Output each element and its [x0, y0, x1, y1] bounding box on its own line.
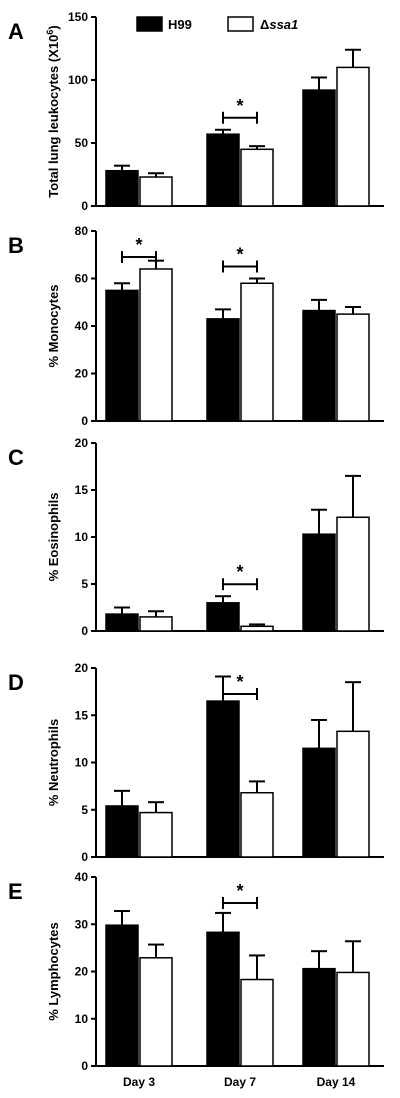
- bar-ssa1: [240, 148, 274, 207]
- panel-label: D: [8, 670, 24, 695]
- y-axis-label: % Neutrophils: [46, 719, 61, 806]
- bar-ssa1: [139, 176, 173, 207]
- x-tick-label: Day 3: [123, 1075, 155, 1089]
- bar-h99: [206, 700, 240, 858]
- bar-ssa1: [240, 791, 274, 858]
- y-tick-label: 20: [75, 367, 89, 381]
- bar-h99: [105, 613, 139, 632]
- significance-star: *: [236, 881, 243, 901]
- y-tick-label: 40: [75, 870, 89, 884]
- y-tick-label: 30: [75, 917, 89, 931]
- x-tick-label: Day 7: [224, 1075, 256, 1089]
- bar-ssa1: [336, 971, 370, 1067]
- bar-h99: [302, 533, 336, 632]
- significance-bracket: *: [222, 245, 258, 273]
- y-tick-label: 0: [81, 199, 88, 213]
- chart-panel-c: C % Eosinophils 0 5 10 15 20 *: [8, 436, 384, 638]
- bar-ssa1: [139, 268, 173, 422]
- bar-ssa1: [139, 957, 173, 1067]
- y-tick-label: 60: [75, 272, 89, 286]
- y-tick-label: 10: [75, 756, 89, 770]
- legend-swatch-h99: [136, 16, 163, 32]
- y-tick-label: 10: [75, 530, 89, 544]
- y-tick-label: 0: [81, 414, 88, 428]
- y-tick-label: 5: [81, 577, 88, 591]
- legend-label-ssa1-delta: Δ: [260, 17, 269, 32]
- bar-ssa1: [139, 616, 173, 632]
- bar-h99: [206, 602, 240, 632]
- significance-star: *: [236, 245, 243, 265]
- bar-h99: [105, 289, 139, 422]
- bar-h99: [105, 805, 139, 858]
- bar-ssa1: [336, 66, 370, 207]
- y-tick-label: 0: [81, 624, 88, 638]
- y-tick-label: 0: [81, 1059, 88, 1073]
- y-tick-label: 15: [75, 483, 89, 497]
- y-tick-label: 15: [75, 708, 89, 722]
- bar-h99: [105, 924, 139, 1067]
- y-tick-label: 20: [75, 661, 89, 675]
- chart-panel-b: B % Monocytes 0 20 40 60 80 * *: [8, 224, 384, 428]
- bar-h99: [105, 169, 139, 207]
- bar-ssa1: [336, 730, 370, 858]
- significance-star: *: [135, 235, 142, 255]
- panel-label: E: [8, 879, 23, 904]
- y-tick-label: 150: [68, 10, 88, 24]
- legend: H99 Δssa1: [136, 16, 298, 32]
- panel-label: A: [8, 19, 24, 44]
- y-tick-label: 50: [75, 136, 89, 150]
- y-tick-label: 100: [68, 73, 88, 87]
- y-axis-label: Total lung leukocytes (X106): [45, 25, 61, 197]
- significance-star: *: [236, 562, 243, 582]
- y-tick-label: 40: [75, 319, 89, 333]
- panel-label: C: [8, 445, 24, 470]
- legend-label-h99: H99: [168, 17, 192, 32]
- bar-ssa1: [240, 282, 274, 422]
- y-tick-label: 5: [81, 803, 88, 817]
- bar-h99: [302, 89, 336, 207]
- y-tick-label: 80: [75, 224, 89, 238]
- y-axis-label: % Eosinophils: [46, 493, 61, 582]
- y-tick-label: 0: [81, 850, 88, 864]
- y-tick-label: 10: [75, 1012, 89, 1026]
- bar-h99: [206, 318, 240, 422]
- significance-bracket: *: [222, 881, 258, 909]
- y-axis-label: % Monocytes: [46, 284, 61, 367]
- y-axis-label: % Lymphocytes: [46, 922, 61, 1021]
- bar-ssa1: [139, 811, 173, 858]
- y-tick-label: 20: [75, 436, 89, 450]
- bar-ssa1: [336, 313, 370, 422]
- bar-h99: [302, 967, 336, 1067]
- bar-h99: [206, 931, 240, 1067]
- bar-ssa1: [240, 978, 274, 1067]
- bar-h99: [302, 309, 336, 422]
- legend-label-ssa1: Δssa1: [260, 17, 298, 32]
- chart-panel-a: A Total lung leukocytes (X106) 0 50 100 150 *: [8, 10, 384, 213]
- bar-ssa1: [336, 516, 370, 632]
- y-tick-label: 20: [75, 965, 89, 979]
- significance-bracket: *: [121, 235, 157, 263]
- legend-label-ssa1-name: ssa1: [269, 17, 298, 32]
- x-tick-label: Day 14: [317, 1075, 356, 1089]
- bar-ssa1: [240, 625, 274, 632]
- chart-panel-d: D % Neutrophils 0 5 10 15 20 *: [8, 661, 384, 864]
- bar-h99: [302, 747, 336, 858]
- significance-star: *: [236, 672, 243, 692]
- bar-h99: [206, 133, 240, 207]
- significance-bracket: *: [222, 672, 258, 700]
- chart-panel-e: E % Lymphocytes 0 10 20 30 40 * Day 3 Day 7 Day 14: [8, 870, 384, 1089]
- panel-label: B: [8, 233, 24, 258]
- significance-bracket: *: [222, 96, 258, 124]
- legend-swatch-ssa1: [227, 16, 254, 32]
- significance-bracket: *: [222, 562, 258, 591]
- significance-star: *: [236, 96, 243, 116]
